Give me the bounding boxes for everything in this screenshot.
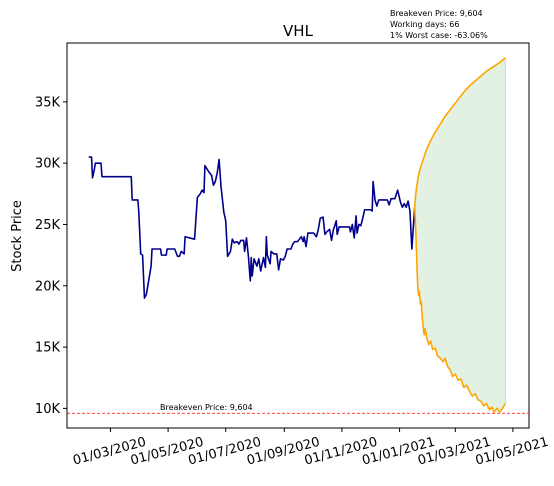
y-tick-label: 30K: [35, 157, 61, 172]
info-line-worst-case: 1% Worst case: -63.06%: [390, 31, 488, 40]
projection-upper-line: [413, 57, 506, 208]
band-layer: [414, 57, 506, 413]
y-tick-label: 20K: [35, 279, 61, 294]
y-tick-label: 35K: [35, 95, 61, 110]
breakeven-label: Breakeven Price: 9,604: [160, 403, 253, 412]
y-tick-label: 10K: [35, 402, 61, 417]
y-tick-label: 25K: [35, 218, 61, 233]
price-history-line: [88, 156, 416, 299]
projection-lower-line: [413, 207, 507, 413]
y-tick-label: 15K: [35, 341, 61, 356]
y-axis-label: Stock Price: [10, 200, 25, 272]
projection-band: [414, 57, 506, 413]
chart-title: VHL: [283, 22, 314, 40]
info-line-breakeven: Breakeven Price: 9,604: [390, 9, 483, 18]
info-line-working-days: Working days: 66: [390, 20, 459, 29]
plot-frame: [66, 42, 530, 429]
line-layer: [88, 57, 507, 413]
info-box: Breakeven Price: 9,604 Working days: 66 …: [390, 9, 488, 40]
axis-layer: 10K15K20K25K30K35K01/03/202001/05/202001…: [35, 95, 550, 468]
